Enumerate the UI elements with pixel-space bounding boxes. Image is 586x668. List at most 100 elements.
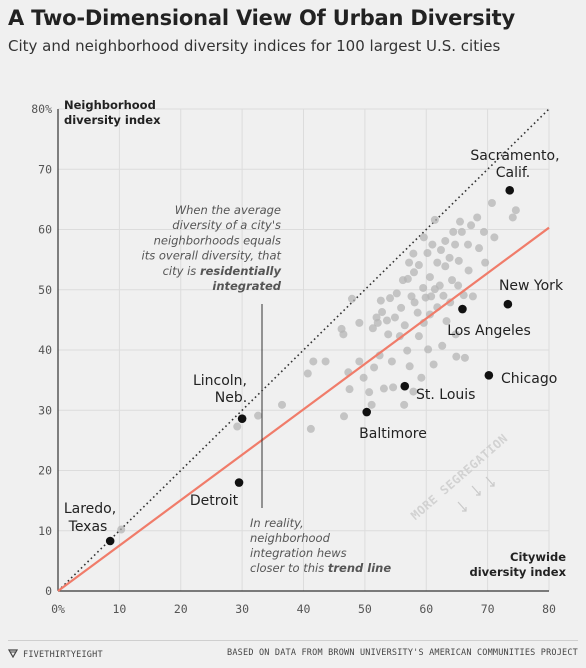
city-point (309, 357, 318, 366)
city-label: Lincoln, (193, 373, 247, 389)
highlighted-city-point (237, 414, 247, 423)
city-point (345, 385, 354, 394)
city-label: Calif. (496, 165, 531, 181)
city-point (376, 296, 385, 305)
city-point (417, 373, 426, 382)
segregation-arrow-icon (485, 476, 495, 487)
city-label: Baltimore (359, 426, 427, 442)
segregation-arrow-head (476, 491, 481, 496)
city-point (405, 258, 414, 267)
city-point (278, 400, 287, 409)
city-point (321, 357, 330, 366)
city-point (452, 352, 461, 361)
city-point (456, 217, 465, 226)
x-tick-label: 70 (481, 602, 495, 616)
city-point (387, 357, 396, 366)
trend-line (57, 226, 550, 592)
city-point (414, 332, 423, 341)
city-point (425, 273, 434, 282)
y-tick-label: 10 (38, 524, 52, 538)
city-point (449, 227, 458, 236)
city-point (419, 233, 428, 242)
city-point (442, 317, 451, 326)
city-point (359, 373, 368, 382)
city-label: Sacramento, (470, 148, 559, 164)
city-point (467, 221, 476, 230)
city-point (373, 318, 382, 327)
x-tick-label: 20 (174, 602, 188, 616)
chart-title: A Two-Dimensional View Of Urban Diversit… (8, 6, 515, 30)
city-point (433, 258, 442, 267)
y-tick-label: 30 (38, 403, 52, 417)
segregation-arrow-icon (471, 485, 481, 496)
city-point (400, 400, 409, 409)
fivethirtyeight-logo-icon (7, 648, 19, 661)
brand: FIVETHIRTYEIGHT (7, 648, 103, 661)
city-label: New York (499, 278, 564, 294)
x-tick-label: 10 (112, 602, 126, 616)
segregation-arrow-shaft (485, 476, 495, 487)
city-point (117, 525, 126, 534)
city-point (355, 357, 364, 366)
city-point (435, 281, 444, 290)
city-point (508, 213, 517, 222)
city-point (468, 292, 477, 301)
city-point (441, 236, 450, 245)
city-point (379, 384, 388, 393)
y-tick-label: 0 (45, 584, 52, 598)
city-point (306, 424, 315, 433)
city-point (405, 362, 414, 371)
source-note: BASED ON DATA FROM BROWN UNIVERSITY'S AM… (227, 648, 578, 658)
highlighted-city-point (458, 304, 467, 314)
trend-note-line: integration hews (250, 546, 347, 560)
city-point (424, 345, 433, 354)
city-point (378, 308, 387, 317)
city-point (429, 360, 438, 369)
city-point (451, 240, 460, 249)
x-tick-label: 60 (419, 602, 433, 616)
brand-name: FIVETHIRTYEIGHT (23, 649, 103, 660)
city-point (368, 324, 377, 333)
city-point (479, 227, 488, 236)
city-label: Chicago (501, 371, 557, 387)
equality-note-line: When the average (175, 203, 281, 217)
equality-note-line: integrated (212, 279, 281, 293)
highlighted-city-point (503, 299, 513, 309)
city-label: Laredo, (64, 501, 116, 517)
city-point (445, 253, 454, 262)
x-tick-label: 40 (297, 602, 311, 616)
city-point (481, 258, 490, 267)
city-point (384, 330, 393, 339)
city-point (463, 240, 472, 249)
city-point (355, 318, 364, 327)
y-axis-label: diversity index (64, 113, 161, 127)
city-point (428, 240, 437, 249)
city-point (490, 233, 499, 242)
city-point (370, 363, 379, 372)
x-axis-label: Citywide (510, 550, 566, 564)
city-point (389, 383, 398, 392)
y-tick-label: 40 (38, 343, 52, 357)
diversity-scatter-chart: 0 10 20 30 40 50 60 70 80% 0% 10 20 30 40 50 60 70 80 Neig… (31, 98, 566, 616)
city-point (400, 321, 409, 330)
city-label: Los Angeles (447, 323, 531, 339)
highlighted-city-point (400, 381, 410, 391)
x-tick-label: 0% (51, 602, 65, 616)
city-point (451, 330, 460, 339)
x-tick-label: 80 (542, 602, 556, 616)
city-point (511, 206, 520, 215)
city-point (233, 422, 242, 431)
city-point (457, 227, 466, 236)
equality-note-line: city is residentially (163, 264, 282, 278)
city-point (487, 198, 496, 207)
segregation-arrow-head (490, 482, 495, 487)
city-point (365, 388, 374, 397)
city-point (414, 261, 423, 270)
city-point (347, 294, 356, 303)
highlighted-city-point (234, 478, 244, 487)
footer-divider (8, 640, 578, 641)
city-point (254, 411, 263, 420)
city-point (403, 274, 412, 283)
city-label: Neb. (215, 390, 247, 406)
city-label: Texas (68, 519, 108, 535)
